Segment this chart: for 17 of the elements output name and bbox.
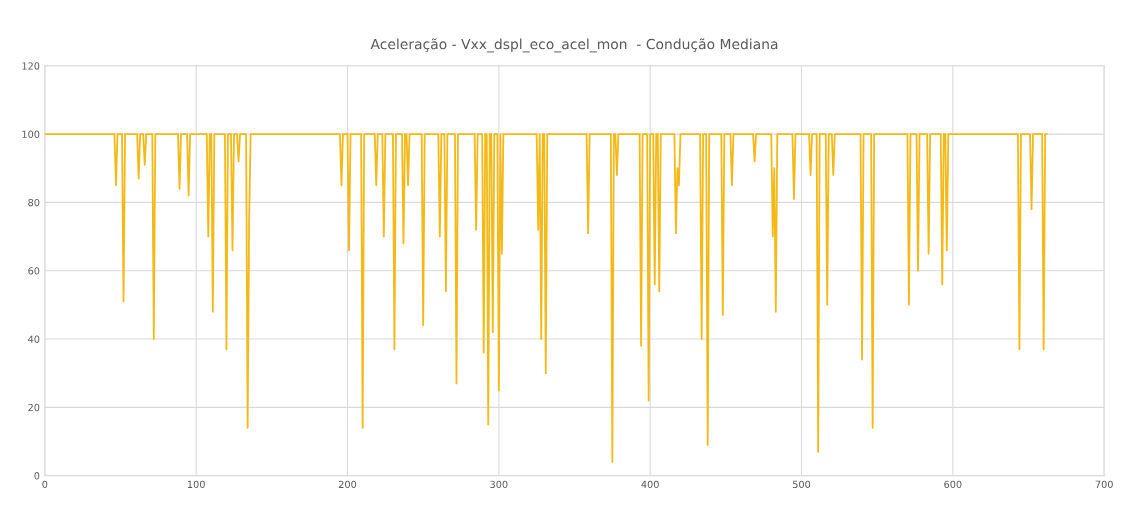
- x-tick-label: 300: [490, 480, 508, 489]
- x-tick-label: 200: [338, 480, 357, 489]
- x-tick-label: 100: [187, 480, 205, 489]
- y-tick-label: 60: [28, 267, 40, 275]
- x-tick-label: 500: [792, 480, 811, 489]
- x-tick-label: 600: [944, 480, 962, 489]
- y-tick-label: 0: [34, 472, 40, 480]
- chart-title: Aceleração - Vxx_dspl_eco_acel_mon - Condução Mediana: [370, 38, 778, 53]
- y-tick-label: 120: [22, 62, 40, 70]
- y-tick-label: 20: [28, 403, 40, 412]
- x-tick-label: 700: [1095, 480, 1113, 489]
- y-tick-label: 100: [22, 130, 40, 138]
- x-tick-label: 400: [641, 480, 659, 489]
- y-tick-label: 40: [28, 335, 40, 343]
- x-tick-label: 0: [42, 480, 48, 489]
- y-tick-label: 80: [28, 198, 40, 207]
- line-series: [44, 133, 1048, 463]
